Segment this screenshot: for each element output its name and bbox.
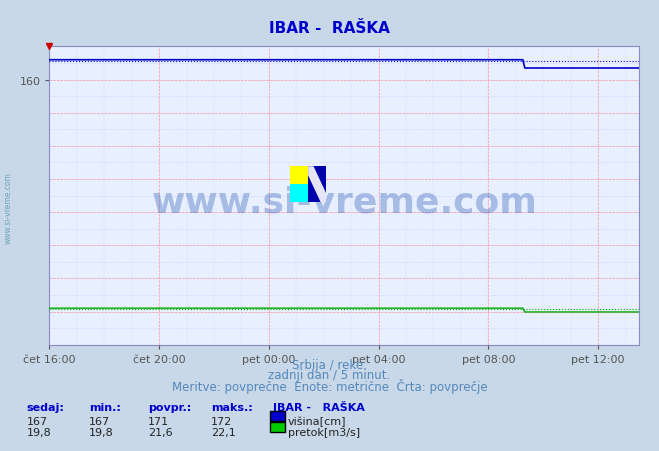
Text: min.:: min.: <box>89 402 121 412</box>
Text: Srbija / reke.: Srbija / reke. <box>292 359 367 372</box>
Text: pretok[m3/s]: pretok[m3/s] <box>288 427 360 437</box>
Text: IBAR -   RAŠKA: IBAR - RAŠKA <box>273 402 365 412</box>
Text: Meritve: povprečne  Enote: metrične  Črta: povprečje: Meritve: povprečne Enote: metrične Črta:… <box>172 378 487 393</box>
Text: 167: 167 <box>89 416 110 426</box>
Bar <box>290 167 308 185</box>
Text: 19,8: 19,8 <box>26 427 51 437</box>
Text: maks.:: maks.: <box>211 402 252 412</box>
Text: IBAR -  RAŠKA: IBAR - RAŠKA <box>269 20 390 36</box>
Polygon shape <box>308 167 326 203</box>
Text: 19,8: 19,8 <box>89 427 114 437</box>
Text: 171: 171 <box>148 416 169 426</box>
Text: zadnji dan / 5 minut.: zadnji dan / 5 minut. <box>268 368 391 382</box>
Text: višina[cm]: višina[cm] <box>288 416 347 426</box>
Text: 172: 172 <box>211 416 232 426</box>
Text: 167: 167 <box>26 416 47 426</box>
Text: sedaj:: sedaj: <box>26 402 64 412</box>
Polygon shape <box>308 167 326 203</box>
Text: www.si-vreme.com: www.si-vreme.com <box>152 185 537 219</box>
Text: povpr.:: povpr.: <box>148 402 192 412</box>
Bar <box>308 185 326 203</box>
Text: 22,1: 22,1 <box>211 427 236 437</box>
Text: 21,6: 21,6 <box>148 427 173 437</box>
Bar <box>290 185 308 203</box>
Text: www.si-vreme.com: www.si-vreme.com <box>3 171 13 244</box>
